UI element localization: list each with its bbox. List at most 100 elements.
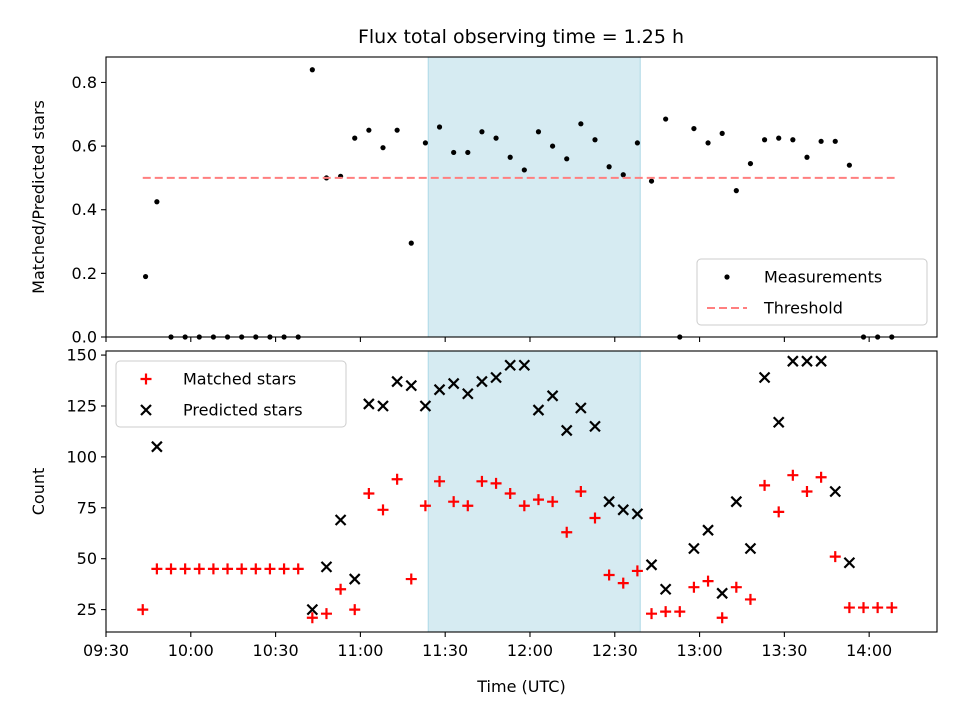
bottom-series-matched-stars: [137, 469, 898, 624]
measurement-point: [733, 188, 739, 194]
measurement-point: [691, 125, 697, 132]
matched-star-point: [222, 563, 234, 575]
measurement-point: [818, 138, 824, 144]
predicted-star-point: [772, 416, 785, 429]
bottom-xtick-label: 13:00: [677, 641, 723, 660]
bottom-series-predicted-stars: [151, 355, 856, 616]
top-observing-window: [427, 56, 641, 338]
matched-star-point: [773, 506, 785, 518]
predicted-star-point: [306, 603, 319, 616]
matched-star-point: [250, 563, 262, 575]
measurement-point: [705, 140, 711, 146]
matched-star-point: [674, 606, 686, 618]
measurement-point: [790, 137, 796, 143]
predicted-star-point: [730, 495, 743, 508]
matched-star-point: [193, 563, 205, 575]
measurement-point: [719, 130, 725, 136]
predicted-star-point: [320, 561, 333, 573]
top-legend: Measurements Threshold: [696, 258, 928, 326]
predicted-star-point: [363, 398, 375, 410]
matched-star-point: [391, 473, 403, 485]
top-ytick-label: 0.8: [72, 73, 97, 92]
matched-star-point: [646, 608, 658, 620]
predicted-star-point: [433, 383, 446, 396]
measurement-point: [352, 135, 358, 141]
predicted-star-point: [377, 400, 389, 412]
top-axes-frame: [105, 56, 938, 338]
matched-star-point: [292, 563, 304, 575]
predicted-star-point: [391, 375, 403, 388]
predicted-star-point: [758, 371, 771, 384]
bottom-ytick-label: 50: [77, 549, 97, 568]
measurement-point: [309, 67, 315, 73]
matched-star-point: [236, 563, 248, 575]
measurement-point: [648, 178, 655, 184]
legend-box: [115, 360, 347, 428]
bottom-axes-frame: [105, 350, 938, 633]
bottom-observing-window: [427, 350, 641, 633]
predicted-star-point: [546, 390, 559, 402]
predicted-star-point: [787, 355, 799, 367]
bottom-xtick-label: 11:00: [337, 641, 383, 660]
measurement-point: [564, 156, 570, 162]
predicted-star-point: [405, 379, 418, 392]
matched-star-point: [165, 563, 177, 575]
matched-star-point: [448, 496, 460, 508]
predicted-star-point: [617, 504, 630, 516]
bottom-xtick-label: 14:00: [846, 641, 892, 660]
bottom-xtick-label: 11:30: [422, 641, 468, 660]
measurement-point: [422, 140, 428, 146]
bottom-ytick-label: 25: [77, 600, 97, 619]
measurement-point: [408, 240, 414, 246]
predicted-star-point: [532, 404, 545, 416]
bottom-ytick-label: 100: [66, 447, 97, 466]
matched-star-point: [575, 486, 587, 497]
matched-star-point: [759, 479, 771, 491]
measurement-point: [451, 149, 457, 156]
measurement-point: [479, 129, 485, 135]
top-ytick-label: 0.6: [72, 137, 97, 156]
matched-star-point: [872, 602, 884, 614]
predicted-star-point: [645, 559, 658, 571]
bottom-xlabel: Time (UTC): [476, 677, 565, 696]
measurement-point: [394, 127, 400, 133]
matched-star-point: [278, 563, 290, 575]
predicted-star-point: [504, 359, 516, 372]
measurement-point: [606, 164, 612, 170]
matched-star-point: [476, 475, 488, 487]
matched-star-point: [504, 488, 516, 500]
predicted-star-point: [688, 542, 700, 555]
matched-star-point: [264, 563, 276, 575]
predicted-star-point: [518, 359, 531, 372]
matched-star-point: [419, 500, 431, 512]
measurement-point: [366, 127, 372, 133]
matched-star-point: [490, 477, 502, 489]
bottom-legend: Matched stars Predicted stars: [115, 360, 347, 428]
predicted-star-point: [801, 355, 813, 367]
matched-star-point: [603, 569, 615, 581]
matched-star-point: [829, 551, 841, 563]
predicted-star-point: [631, 508, 644, 520]
legend-label: Predicted stars: [183, 401, 303, 420]
predicted-star-point: [716, 587, 728, 600]
measurement-point: [521, 167, 527, 173]
measurement-point: [507, 154, 513, 160]
measurement-point: [846, 162, 852, 168]
chart-title: Flux total observing time = 1.25 h: [358, 26, 684, 48]
measurement-point: [747, 160, 754, 167]
legend-predicted-marker: [140, 404, 152, 416]
matched-star-point: [151, 563, 163, 575]
bottom-xtick-label: 12:30: [592, 641, 638, 660]
top-ylabel: Matched/Predicted stars: [29, 100, 48, 294]
matched-star-point: [702, 575, 714, 587]
measurement-point: [578, 121, 584, 127]
matched-star-point: [801, 486, 813, 497]
bottom-panel: 25 50 75 100 125 150 09:30 10:00 10:30 11:00 11:30…: [29, 346, 938, 696]
matched-star-point: [207, 563, 219, 575]
matched-star-point: [335, 583, 347, 595]
matched-star-point: [320, 608, 332, 620]
matched-star-point: [405, 573, 417, 585]
predicted-star-point: [659, 583, 672, 596]
matched-star-point: [547, 496, 559, 508]
